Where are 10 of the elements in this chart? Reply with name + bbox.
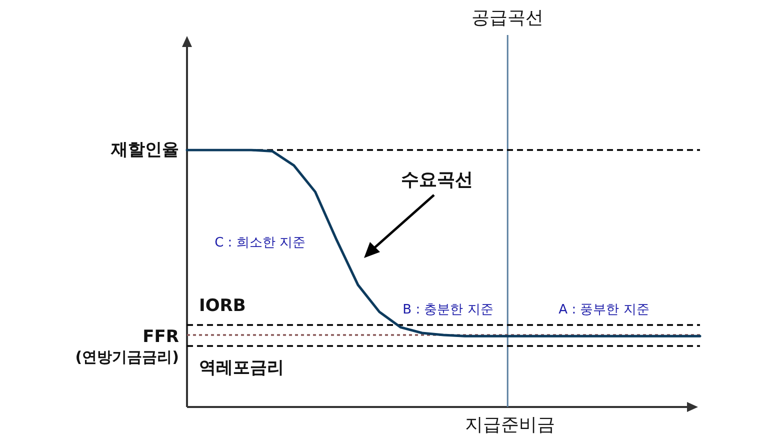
ref-line-label: FFR (연방기금금리) bbox=[75, 327, 179, 366]
annotation: B : 충분한 지준 bbox=[402, 302, 494, 318]
x-axis-title: 지급준비금 bbox=[465, 414, 555, 436]
text: 공급곡선 bbox=[472, 8, 544, 28]
annotation: C : 희소한 지준 bbox=[214, 236, 306, 250]
ref-line-label: 역레포금리 bbox=[199, 358, 284, 378]
annotation: 수요곡선 bbox=[401, 170, 473, 190]
ref-line-label: IORB bbox=[199, 296, 246, 316]
annotation: A : 풍부한 지준 bbox=[558, 302, 650, 318]
ref-line-label: 재할인율 bbox=[110, 140, 179, 160]
